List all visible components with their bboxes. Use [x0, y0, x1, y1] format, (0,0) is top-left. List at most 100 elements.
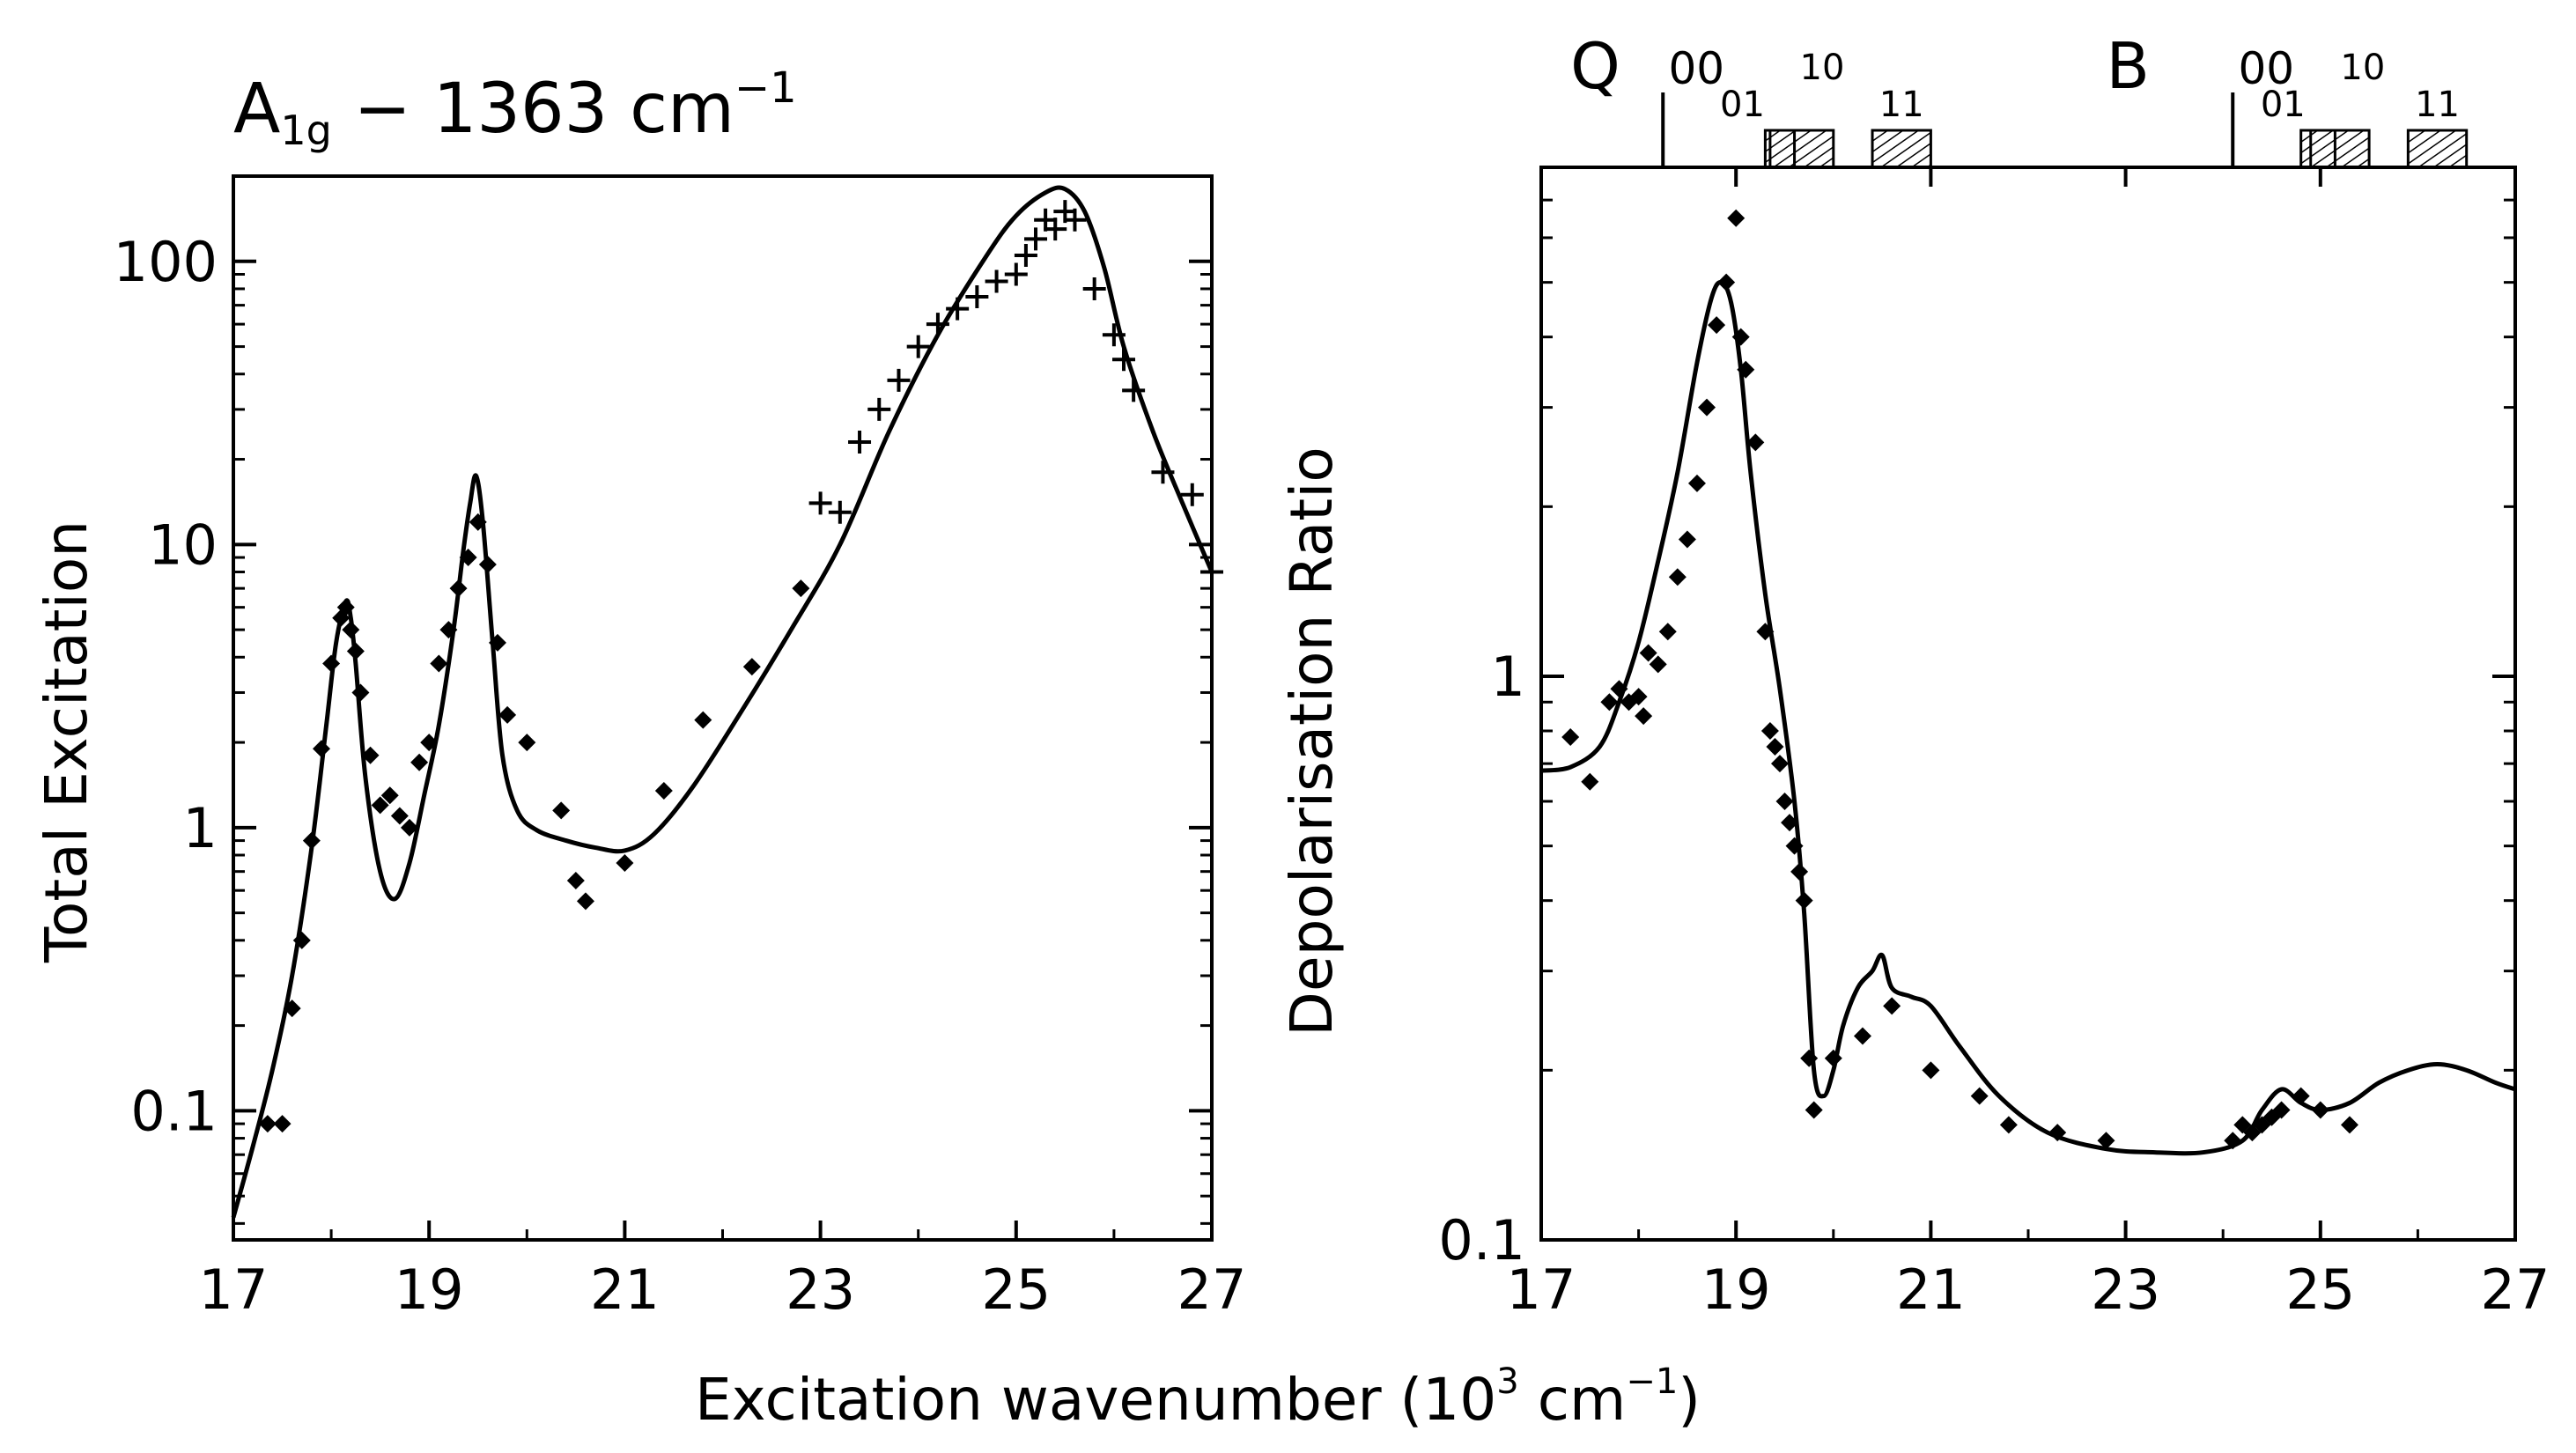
left-cross-marker [1024, 227, 1048, 251]
top-band-label: 11 [2415, 85, 2460, 125]
left-y-tick-label: 100 [114, 230, 218, 294]
left-cross-marker [1063, 208, 1087, 232]
left-diamond-marker [449, 579, 468, 598]
right-diamond-marker [1922, 1061, 1940, 1080]
right-y-axis-label: Depolarisation Ratio [1278, 446, 1346, 1036]
right-diamond-marker [1756, 623, 1775, 641]
right-diamond-marker [1731, 328, 1750, 346]
right-diamond-marker [1610, 680, 1628, 698]
right-diamond-marker [1649, 655, 1667, 674]
left-cross-marker [867, 397, 891, 421]
right-diamond-marker [2292, 1087, 2310, 1105]
left-y-tick-label: 0.1 [130, 1079, 218, 1143]
right-diamond-marker [2048, 1124, 2067, 1142]
right-diamond-marker [1639, 644, 1657, 662]
left-diamond-marker [400, 818, 418, 837]
left-diamond-marker [430, 654, 448, 673]
right-diamond-marker [1746, 433, 1765, 452]
left-diamond-marker [616, 854, 634, 873]
right-y-tick-label: 1 [1491, 645, 1525, 709]
left-diamond-marker [273, 1115, 292, 1133]
right-x-tick-label: 27 [2481, 1258, 2550, 1322]
left-x-tick-label: 27 [1177, 1258, 1247, 1322]
top-sub-tick-label: 10 [2340, 48, 2385, 88]
right-diamond-marker [1760, 722, 1779, 741]
right-diamond-marker [1708, 316, 1726, 335]
left-diamond-marker [258, 1115, 277, 1133]
right-ticks: 17 19 21 23 25 27 0.1 1 [1438, 166, 2550, 1322]
left-diamond-marker [566, 872, 585, 890]
left-ticks: 17 19 21 23 25 27 0.1 1 10 100 [114, 174, 1247, 1322]
right-diamond-marker [2311, 1101, 2329, 1119]
x-axis-label: Excitation wavenumber (103 cm−1) [695, 1361, 1701, 1434]
left-diamond-marker [336, 598, 355, 616]
left-x-tick-label: 21 [590, 1258, 660, 1322]
right-diamond-marker [1561, 728, 1580, 747]
right-diamond-marker [1795, 891, 1813, 910]
left-chart-title: A1g − 1363 cm−1 [233, 63, 797, 154]
right-diamond-marker [1581, 772, 1599, 791]
left-curves [231, 185, 1214, 1219]
left-diamond-marker [459, 549, 477, 567]
top-main-tick-label: 00 [2238, 43, 2294, 94]
right-panel: 17 19 21 23 25 27 0.1 1 Q B 00 00 11 11 01 10 01 10 Depo… [1278, 29, 2550, 1322]
right-diamond-marker [1766, 737, 1784, 756]
left-cross-marker [1112, 348, 1136, 372]
left-x-tick-label: 19 [395, 1258, 464, 1322]
right-diamond-marker [1824, 1049, 1842, 1067]
right-diamond-marker [1687, 474, 1706, 492]
left-calculated-curve [231, 185, 1214, 1219]
left-diamond-marker [742, 658, 761, 676]
left-diamond-marker [292, 931, 311, 949]
top-sub-tick-label: 10 [1800, 48, 1845, 88]
right-y-tick-label: 0.1 [1438, 1208, 1525, 1272]
left-diamond-marker [478, 556, 497, 574]
left-plot-frame [232, 174, 1214, 1242]
left-y-tick-label: 1 [183, 796, 218, 860]
q-band-label: Q [1570, 29, 1620, 103]
left-cross-marker [1122, 379, 1146, 402]
right-diamond-marker [1717, 273, 1736, 291]
right-diamond-marker [2340, 1116, 2358, 1134]
left-cross-marker [1180, 483, 1204, 506]
top-band-hatch [1763, 129, 1835, 169]
left-cross-marker [926, 313, 949, 336]
left-diamond-marker [498, 705, 517, 724]
left-x-tick-label: 25 [981, 1258, 1051, 1322]
right-x-tick-label: 19 [1701, 1258, 1771, 1322]
left-panel: A1g − 1363 cm−1 17 19 21 23 25 27 0.1 1 10 100 To… [33, 63, 1246, 1322]
left-diamond-marker [694, 711, 712, 729]
left-diamond-marker [792, 579, 810, 598]
right-diamond-marker [2097, 1132, 2115, 1150]
top-band-label: 11 [1879, 85, 1924, 125]
right-diamond-marker [1883, 997, 1901, 1015]
left-y-axis-label: Total Excitation [33, 520, 100, 963]
right-x-tick-label: 17 [1507, 1258, 1576, 1322]
left-cross-marker [1004, 262, 1028, 286]
left-diamond-marker [390, 807, 409, 825]
left-cross-marker [965, 284, 989, 308]
left-diamond-marker [380, 786, 399, 805]
right-diamond-marker [1790, 862, 1809, 881]
top-main-tick-label: 00 [1668, 43, 1724, 94]
right-diamond-marker [1775, 792, 1794, 810]
left-cross-marker [1082, 277, 1106, 300]
right-x-tick-label: 23 [2091, 1258, 2160, 1322]
right-diamond-marker [1853, 1027, 1871, 1045]
left-markers [258, 200, 1223, 1133]
left-x-tick-label: 17 [199, 1258, 269, 1322]
right-diamond-marker [1600, 693, 1619, 712]
left-diamond-marker [410, 753, 429, 771]
left-diamond-marker [654, 781, 673, 800]
right-diamond-marker [2224, 1132, 2242, 1150]
left-diamond-marker [312, 740, 330, 758]
right-diamond-marker [1999, 1116, 2018, 1134]
left-cross-marker [946, 297, 970, 321]
top-sub-tick-label: 01 [2261, 85, 2306, 125]
left-cross-marker [906, 335, 930, 358]
right-diamond-marker [1698, 398, 1716, 417]
right-diamond-marker [1970, 1087, 1989, 1105]
left-diamond-marker [576, 892, 594, 911]
right-diamond-marker [1781, 814, 1799, 832]
